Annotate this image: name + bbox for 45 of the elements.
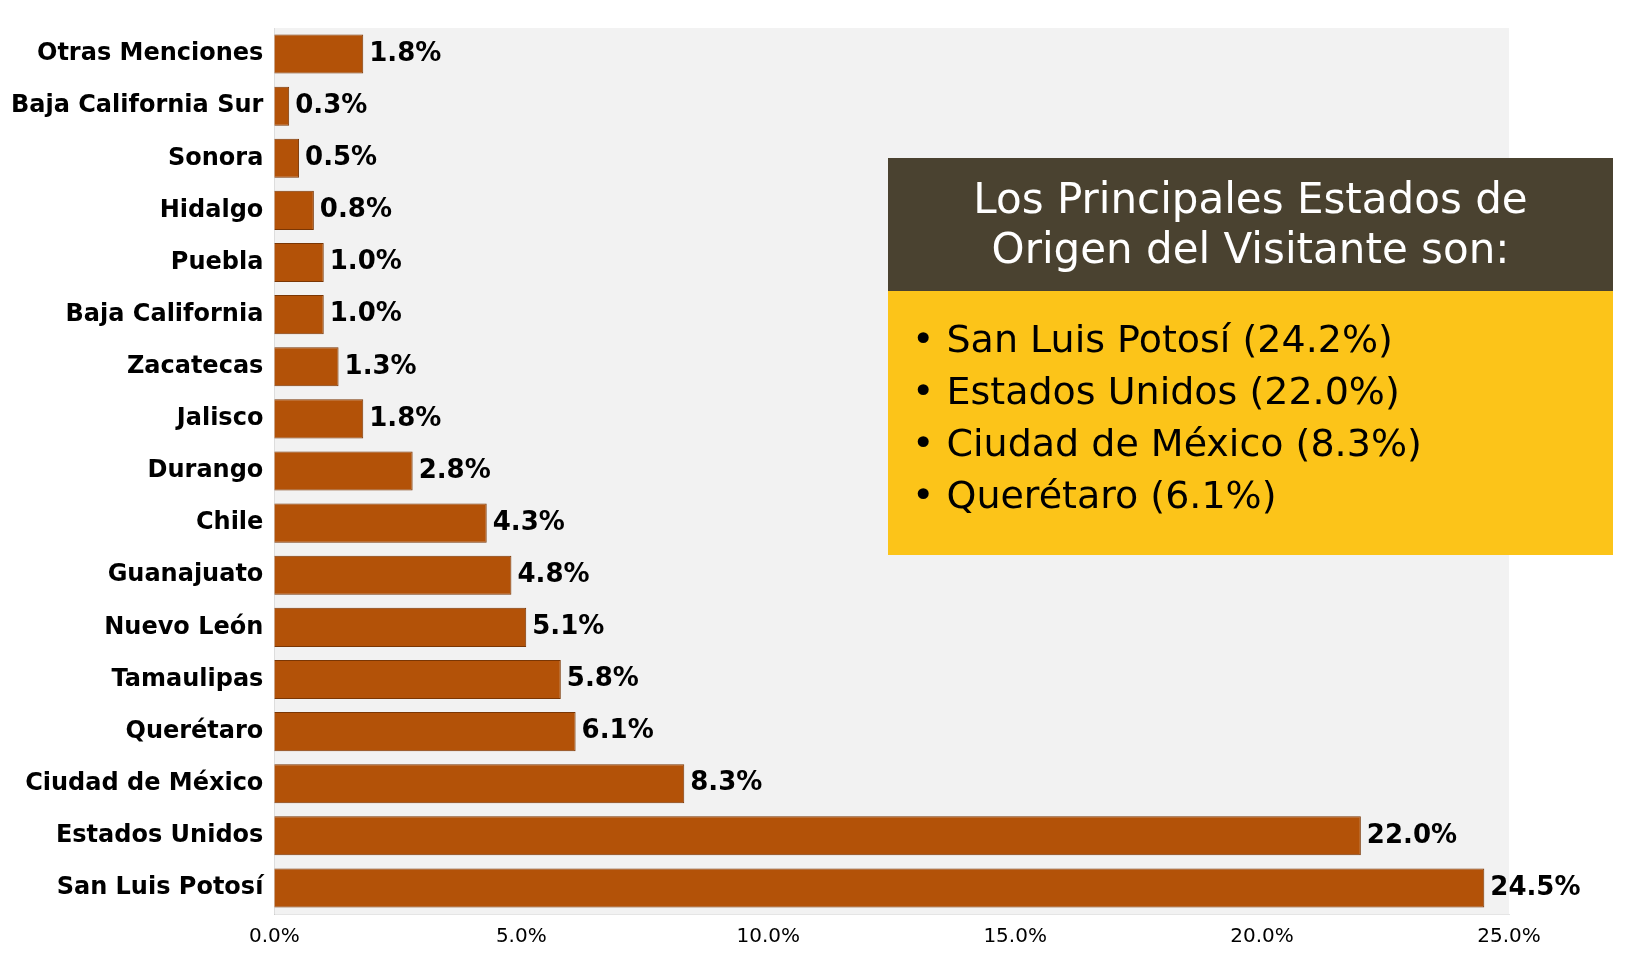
data-label: 24.5%	[1490, 870, 1581, 901]
data-label: 0.3%	[295, 88, 368, 119]
y-tick-label: Sonora	[167, 142, 264, 171]
annotation: Los Principales Estados de Origen del Visitante son:	[888, 158, 1613, 291]
x-tick-label: 10.0%	[736, 923, 800, 948]
y-tick-label: Hidalgo	[159, 194, 264, 223]
data-label: 8.3%	[690, 766, 763, 797]
data-label: 22.0%	[1366, 818, 1458, 849]
y-tick-label: Chile	[195, 507, 264, 536]
data-label: 0.8%	[319, 193, 392, 224]
y-tick-label: San Luis Potosí	[56, 872, 266, 901]
y-tick-label: Puebla	[170, 246, 264, 275]
data-label: 4.8%	[517, 557, 590, 588]
y-tick-label: Ciudad de México	[25, 767, 264, 796]
data-label: 4.3%	[492, 505, 565, 536]
y-tick-label: Baja California	[65, 298, 264, 327]
y-tick-label: Zacatecas	[126, 351, 264, 379]
data-label: 1.0%	[329, 297, 402, 328]
y-tick-label: Querétaro	[125, 715, 264, 744]
data-label: 5.8%	[566, 662, 639, 693]
annotation: • Ciudad de México (8.3%)	[912, 420, 1423, 465]
data-label: 1.8%	[369, 36, 442, 67]
x-tick-label: 20.0%	[1230, 923, 1294, 948]
data-label: 6.1%	[581, 714, 654, 745]
y-tick-label: Jalisco	[174, 403, 264, 432]
y-tick-label: Baja California Sur	[10, 90, 264, 119]
annotation: • San Luis Potosí (24.2%)	[912, 316, 1394, 361]
y-tick-label: Guanajuato	[107, 559, 264, 588]
x-tick-label: 0.0%	[248, 923, 300, 948]
x-tick-label: 15.0%	[983, 923, 1047, 948]
annotation: • Querétaro (6.1%)	[912, 472, 1278, 517]
data-label: 1.3%	[344, 349, 417, 380]
y-tick-label: Otras Menciones	[36, 38, 264, 67]
y-tick-label: Estados Unidos	[55, 820, 264, 849]
data-label: 0.5%	[305, 141, 378, 172]
data-label: 1.8%	[369, 401, 442, 432]
data-label: 1.0%	[329, 245, 402, 276]
annotation: • Estados Unidos (22.0%)	[912, 368, 1401, 413]
x-tick-label: 5.0%	[495, 923, 547, 948]
y-tick-label: Nuevo León	[104, 611, 264, 640]
x-tick-label: 25.0%	[1477, 923, 1541, 948]
y-tick-label: Tamaulipas	[111, 663, 264, 692]
data-label: 5.1%	[532, 610, 605, 641]
y-tick-label: Durango	[147, 455, 264, 484]
data-label: 2.8%	[418, 453, 491, 484]
